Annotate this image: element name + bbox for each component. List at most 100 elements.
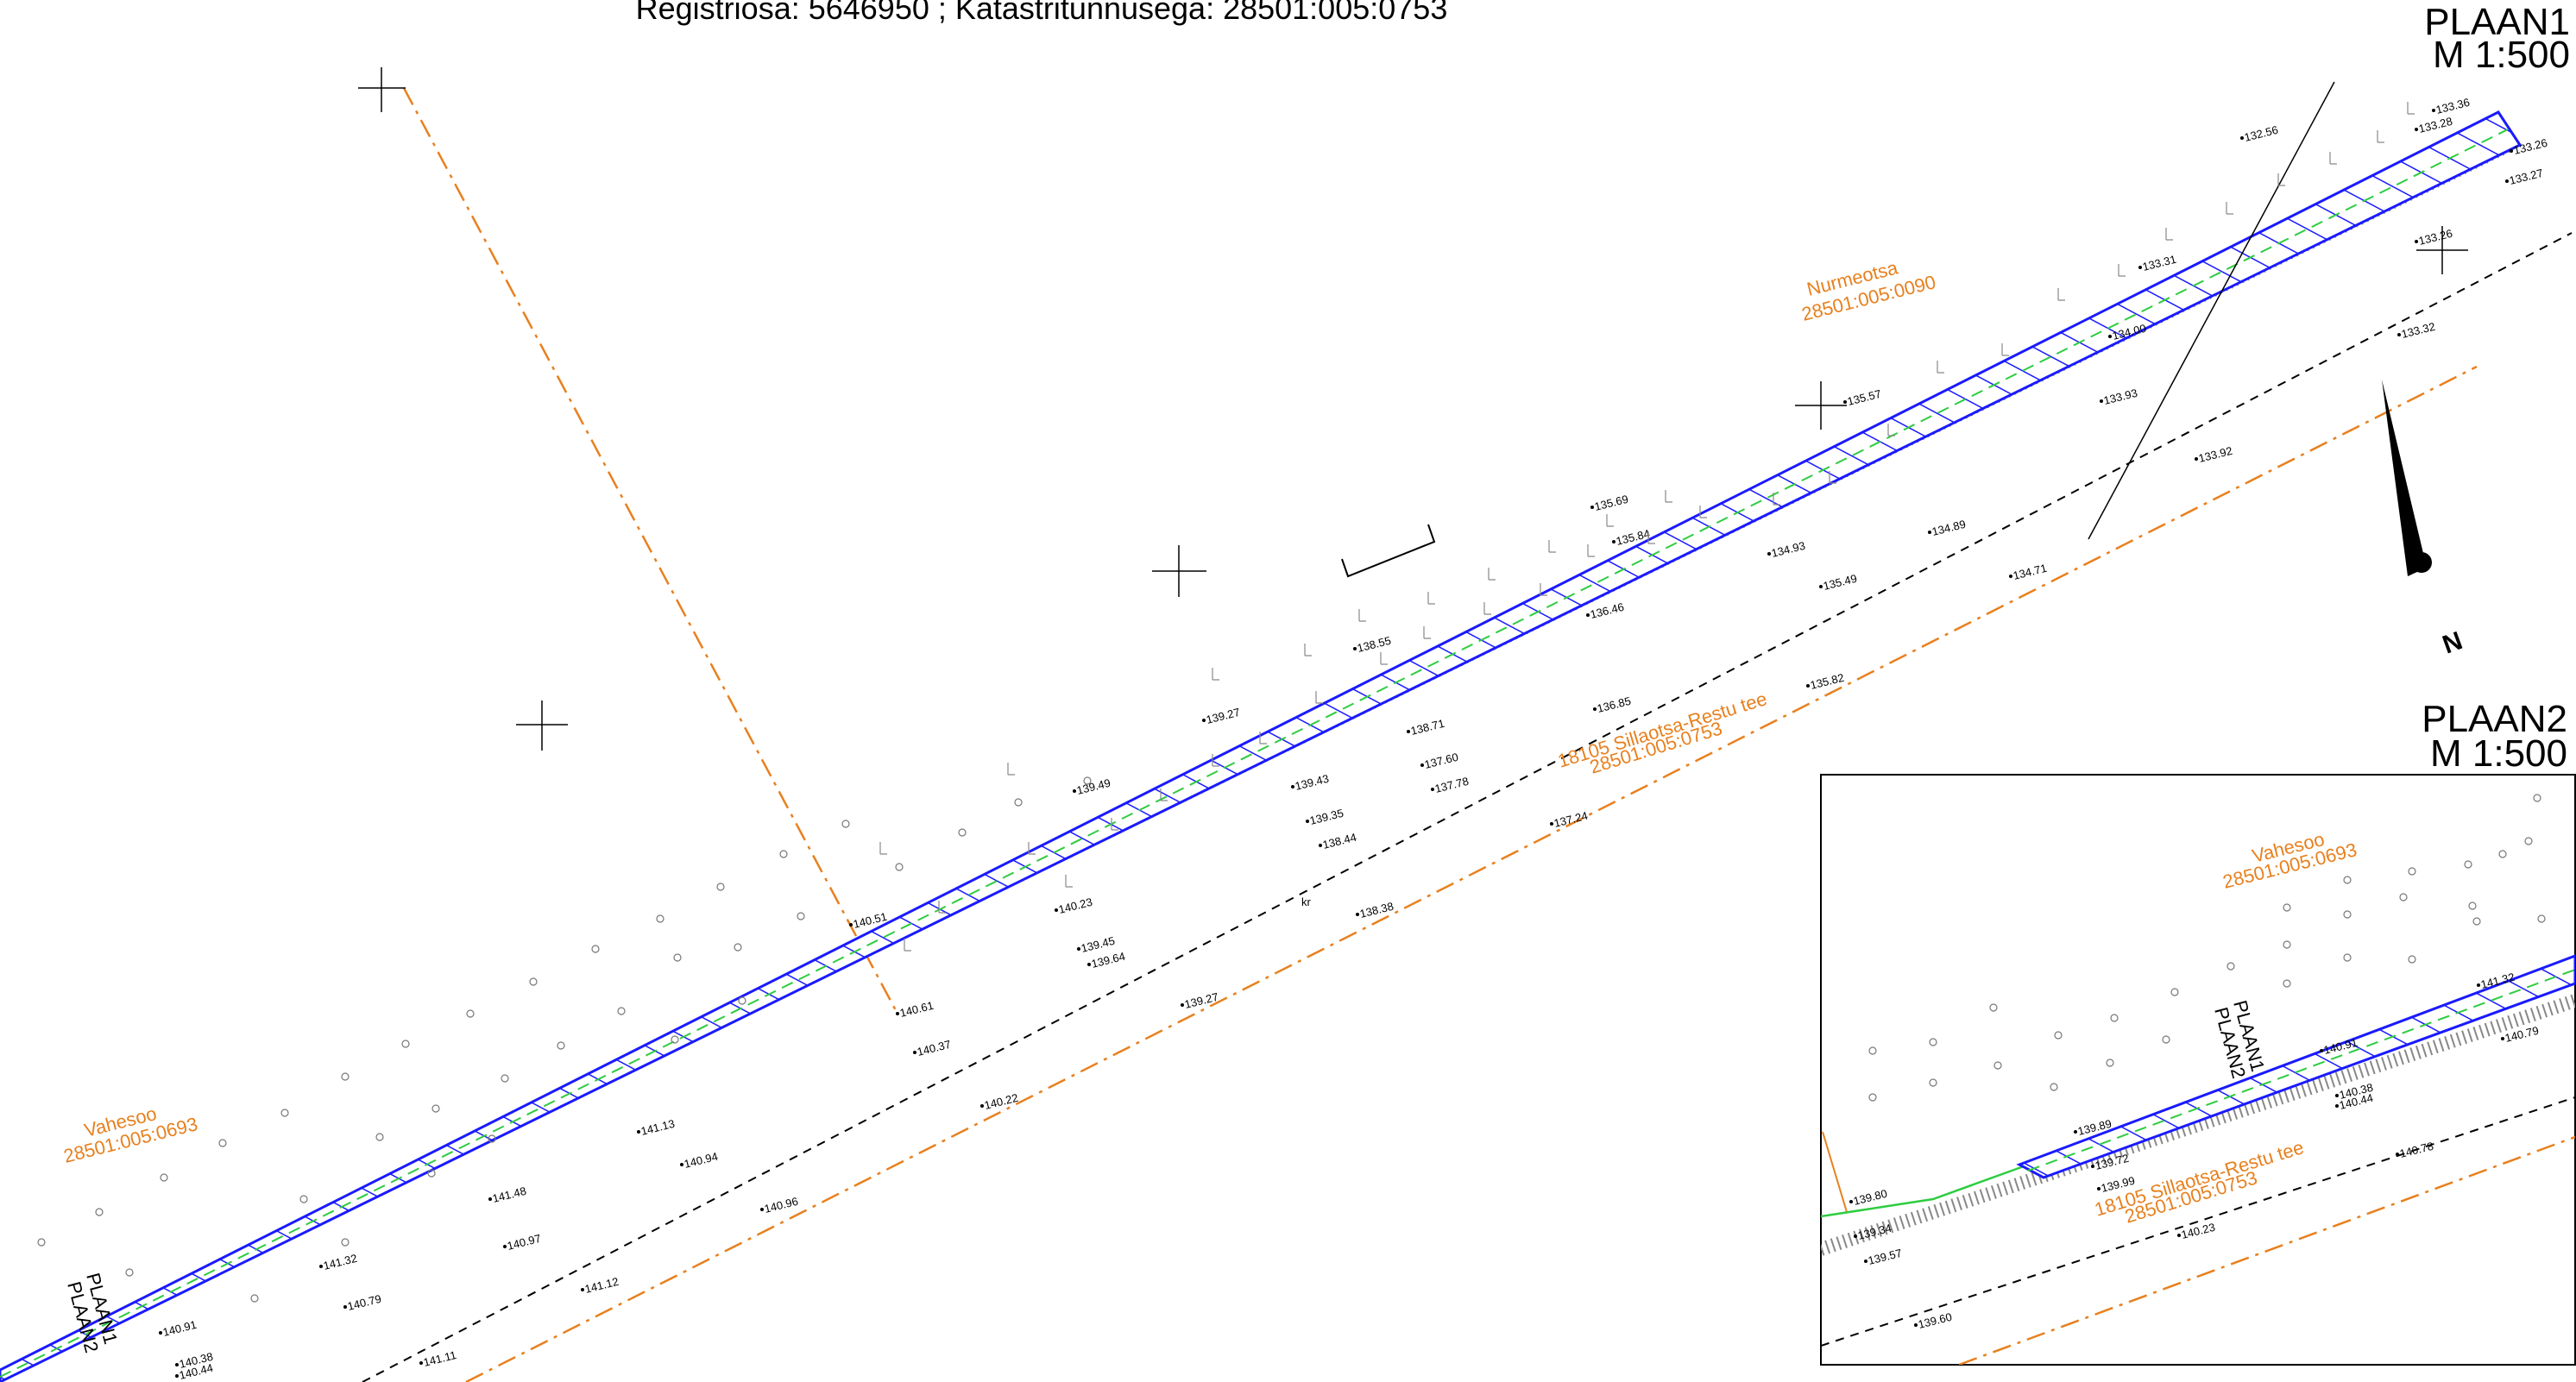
shrub-symbol <box>591 945 600 953</box>
elevation-point <box>2177 1234 2181 1237</box>
grass-symbol <box>2001 343 2009 356</box>
shrub-symbol <box>466 1009 475 1018</box>
shrub-symbol <box>2524 837 2533 845</box>
shrub-symbol <box>656 914 664 923</box>
road-boundary-line <box>465 365 2478 1382</box>
shrub-symbol <box>2399 893 2408 901</box>
shrub-symbol <box>488 1134 496 1143</box>
plan2-inset: Vahesoo 28501:005:0693 18105 Sillaotsa-R… <box>1820 774 2576 1366</box>
shrub-symbol <box>299 1195 308 1203</box>
shrub-symbol <box>797 912 805 920</box>
elevation-point <box>2240 136 2244 140</box>
grass-symbol <box>1606 514 1614 527</box>
elevation-label: 133.28 <box>2417 115 2453 135</box>
shrub-symbol <box>673 953 682 962</box>
grass-symbol <box>2329 152 2337 165</box>
elevation-label: 140.94 <box>683 1150 719 1171</box>
cable-centerline-inset <box>2027 969 2575 1172</box>
grass-symbol <box>879 842 887 855</box>
elevation-label: 134.71 <box>2012 562 2048 582</box>
shrub-symbol <box>2162 1035 2170 1044</box>
cable-corridor-main <box>0 110 2522 1382</box>
shrub-symbol <box>2054 1031 2063 1040</box>
shrub-symbol <box>958 828 967 837</box>
elevation-label: 138.38 <box>1358 900 1395 920</box>
elevation-point <box>1431 788 1434 791</box>
elevation-label: 138.71 <box>1409 717 1445 738</box>
shrub-symbol <box>2537 914 2546 923</box>
elevation-point <box>319 1265 323 1268</box>
shrub-symbol <box>125 1268 134 1277</box>
shrub-symbol <box>1989 1003 1998 1012</box>
elevation-label: 139.64 <box>1090 950 1126 971</box>
elevation-point <box>2195 457 2198 461</box>
elevation-label: 133.26 <box>2417 227 2453 248</box>
elevation-label: 138.44 <box>1321 831 1357 851</box>
north-arrow: N <box>2382 380 2466 660</box>
elevation-point <box>849 923 853 927</box>
grass-symbol <box>1160 788 1168 801</box>
elevation-point <box>1550 822 1553 826</box>
grass-symbol <box>1212 754 1219 767</box>
elevation-point <box>419 1361 423 1365</box>
elevation-point <box>980 1104 984 1108</box>
grass-symbol <box>1699 506 1707 518</box>
elevation-point <box>2415 128 2418 131</box>
shrub-symbol <box>2110 1014 2119 1022</box>
shrub-symbol <box>375 1133 384 1141</box>
grass-symbol <box>1380 652 1388 665</box>
elevation-label: 139.43 <box>1294 772 1330 793</box>
shrub-symbol <box>341 1238 350 1247</box>
elevation-label: 140.23 <box>1057 895 1093 916</box>
elevation-label: 141.48 <box>491 1184 527 1205</box>
shrub-symbol <box>2343 953 2352 962</box>
elevation-point <box>1073 789 1076 793</box>
elevation-point <box>2415 240 2418 243</box>
shrub-symbol <box>2283 940 2291 949</box>
shrub-symbol <box>1083 776 1092 785</box>
elevation-label: 140.22 <box>983 1091 1019 1112</box>
elevation-label: 140.97 <box>506 1232 542 1253</box>
shrub-symbol <box>841 820 850 828</box>
elevation-point <box>1353 647 1357 650</box>
shrub-symbol <box>218 1139 227 1147</box>
vegetation-symbols <box>37 102 2415 1303</box>
grass-symbol <box>2377 130 2384 143</box>
grass-symbol <box>1829 471 1836 484</box>
shrub-symbol <box>2498 850 2507 858</box>
elevation-point <box>2505 179 2509 183</box>
north-label: N <box>2439 626 2466 659</box>
shrub-symbol <box>2170 988 2179 996</box>
elevation-point <box>1586 613 1590 617</box>
grid-cross-marks <box>358 67 2468 1275</box>
elevation-point <box>1055 908 1058 912</box>
elevation-point <box>680 1163 683 1166</box>
shrub-symbol <box>2464 860 2472 869</box>
elevation-label: 135.57 <box>1846 387 1882 408</box>
elevation-point <box>2320 1049 2323 1052</box>
shrub-symbol <box>431 1104 440 1113</box>
shrub-symbol <box>2343 910 2352 919</box>
elevation-label: 134.89 <box>1930 518 1967 538</box>
shrub-symbol <box>37 1238 46 1247</box>
grass-symbol <box>2057 288 2065 301</box>
elevation-point <box>175 1363 179 1366</box>
elevation-point <box>1356 913 1359 916</box>
elevation-point <box>488 1197 492 1201</box>
shrub-symbol <box>2468 901 2477 910</box>
elevation-label: 137.78 <box>1433 775 1470 795</box>
cable-centerline-main <box>0 129 2509 1378</box>
grass-symbol <box>1665 490 1672 503</box>
elevation-label: 137.24 <box>1553 809 1589 830</box>
elevation-point <box>1849 1200 1853 1203</box>
elevation-label: 135.49 <box>1822 572 1858 593</box>
shrub-symbol <box>529 977 538 986</box>
elevation-point <box>1181 1003 1184 1007</box>
elevation-point <box>2477 983 2480 987</box>
grass-symbol <box>904 939 911 952</box>
shrub-symbol <box>671 1035 679 1044</box>
shrub-symbol <box>2533 794 2541 802</box>
elevation-label: 137.60 <box>1423 751 1459 771</box>
grass-symbol <box>2277 173 2285 186</box>
